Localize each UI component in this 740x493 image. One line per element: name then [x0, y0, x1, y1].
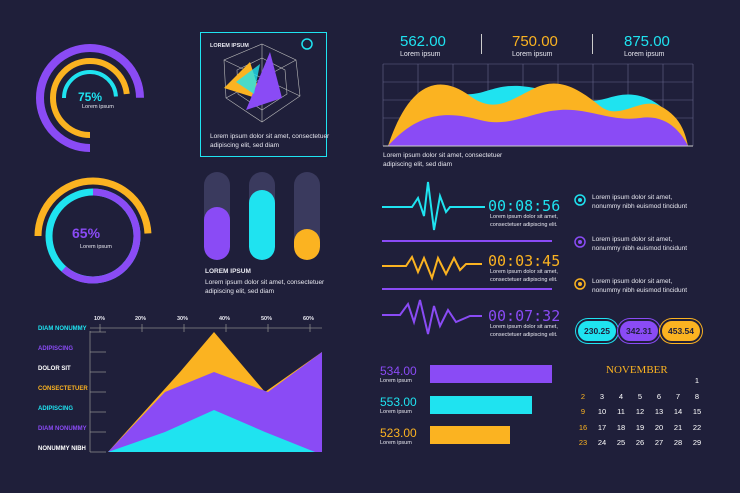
- stat-2-label: Lorem ipsum: [512, 51, 553, 58]
- xtick-6: 60%: [303, 316, 315, 322]
- calendar-day[interactable]: 8: [694, 391, 700, 401]
- note-2-text2: nonummy nibh euismod tincidunt: [592, 245, 688, 252]
- calendar-day[interactable]: 4: [618, 391, 624, 401]
- hbar-3-value: 523.00: [380, 426, 417, 440]
- hbar-3-label: Lorem ipsum: [380, 440, 412, 446]
- calendar-month: NOVEMBER: [606, 364, 668, 376]
- vbars-title: LOREM IPSUM: [205, 268, 251, 275]
- hbar-1-label: Lorem ipsum: [380, 378, 412, 384]
- calendar-day[interactable]: 26: [635, 438, 645, 447]
- calendar-day[interactable]: 24: [597, 438, 607, 447]
- vbars-text2: adipiscing elit, sed diam: [205, 288, 275, 295]
- timer-2: 00:03:45: [488, 252, 561, 270]
- hbar-1: [430, 365, 552, 383]
- radar-text1: Lorem ipsum dolor sit amet, consectetuer: [210, 133, 330, 140]
- xtick-5: 50%: [261, 316, 273, 322]
- hbar-1-value: 534.00: [380, 364, 417, 378]
- hbar-2-value: 553.00: [380, 395, 417, 409]
- calendar-day[interactable]: 18: [616, 422, 626, 432]
- stat-1-value: 562.00: [400, 33, 446, 50]
- ring1-value: 75%: [78, 90, 103, 104]
- calendar-day[interactable]: 16: [578, 422, 588, 432]
- pill-2[interactable]: 342.31: [620, 321, 658, 341]
- ring2-value: 65%: [72, 225, 101, 241]
- calendar-day[interactable]: 22: [692, 422, 702, 432]
- stat-2-value: 750.00: [512, 33, 558, 50]
- pill-1[interactable]: 230.25: [578, 321, 616, 341]
- timer-2-text1: Lorem ipsum dolor sit amet,: [490, 269, 558, 275]
- legend-1: DIAM NONUMMY: [38, 326, 87, 332]
- note-1-text2: nonummy nibh euismod tincidunt: [592, 203, 688, 210]
- legend-4: CONSECTETUER: [38, 386, 88, 392]
- calendar-day[interactable]: 13: [654, 407, 664, 416]
- calendar-day[interactable]: 23: [578, 438, 588, 447]
- calendar-day[interactable]: 3: [599, 391, 605, 401]
- calendar-day[interactable]: 15: [692, 407, 702, 416]
- note-1-text1: Lorem ipsum dolor sit amet,: [592, 194, 673, 201]
- timer-1-text2: consectetuer adipiscing elit.: [490, 222, 558, 228]
- note-3-text2: nonummy nibh euismod tincidunt: [592, 287, 688, 294]
- radar-title: LOREM IPSUM: [210, 43, 249, 49]
- calendar-day[interactable]: 29: [692, 438, 702, 447]
- legend-7: NONUMMY NIBH: [38, 446, 86, 452]
- calendar-day[interactable]: 6: [656, 391, 662, 401]
- legend-3: DOLOR SIT: [38, 366, 71, 372]
- calendar-day[interactable]: 27: [654, 438, 664, 447]
- stat-3-value: 875.00: [624, 33, 670, 50]
- xtick-2: 20%: [135, 316, 147, 322]
- calendar-day[interactable]: 5: [637, 391, 643, 401]
- legend-5: ADIPISCING: [38, 406, 74, 412]
- ring2-sub: Lorem ipsum: [80, 244, 112, 250]
- timer-3-text1: Lorem ipsum dolor sit amet,: [490, 324, 558, 330]
- calendar-day[interactable]: 10: [597, 407, 607, 416]
- wave-caption-1: Lorem ipsum dolor sit amet, consectetuer: [383, 152, 503, 159]
- timer-3-text2: consectetuer adipiscing elit.: [490, 332, 558, 338]
- calendar-day[interactable]: 2: [580, 391, 586, 401]
- calendar-day[interactable]: 12: [635, 407, 645, 416]
- calendar-day[interactable]: 20: [654, 422, 664, 432]
- timer-1-text1: Lorem ipsum dolor sit amet,: [490, 214, 558, 220]
- calendar-day[interactable]: 11: [617, 407, 625, 416]
- ring1-sub: Lorem ipsum: [82, 104, 114, 110]
- note-3-text1: Lorem ipsum dolor sit amet,: [592, 278, 673, 285]
- legend-6: DIAM NONUMMY: [38, 426, 87, 432]
- calendar-day[interactable]: 7: [675, 391, 681, 401]
- legend-2: ADIPISCING: [38, 346, 74, 352]
- timer-3: 00:07:32: [488, 307, 561, 325]
- wave-caption-2: adipiscing elit, sed diam: [383, 161, 453, 168]
- stat-3-label: Lorem ipsum: [624, 51, 665, 58]
- calendar-day[interactable]: 1: [694, 376, 700, 385]
- hbar-3: [430, 426, 510, 444]
- vbars-text1: Lorem ipsum dolor sit amet, consectetuer: [205, 279, 325, 286]
- pill-3[interactable]: 453.54: [662, 321, 700, 341]
- xtick-4: 40%: [219, 316, 231, 322]
- note-2-text1: Lorem ipsum dolor sit amet,: [592, 236, 673, 243]
- calendar-day[interactable]: 19: [635, 422, 645, 432]
- xtick-3: 30%: [177, 316, 189, 322]
- timer-1: 00:08:56: [488, 197, 561, 215]
- timer-2-text2: consectetuer adipiscing elit.: [490, 277, 558, 283]
- hbar-2: [430, 396, 532, 414]
- calendar-day[interactable]: 9: [580, 407, 586, 416]
- xtick-1: 10%: [94, 316, 106, 322]
- calendar-day[interactable]: 21: [673, 422, 683, 432]
- calendar-day[interactable]: 14: [673, 407, 683, 416]
- calendar-day[interactable]: 17: [597, 422, 607, 432]
- hbar-2-label: Lorem ipsum: [380, 409, 412, 415]
- calendar-day[interactable]: 28: [673, 438, 683, 447]
- stat-1-label: Lorem ipsum: [400, 51, 441, 58]
- calendar-day[interactable]: 25: [616, 438, 626, 447]
- radar-text2: adipiscing elit, sed diam: [210, 142, 280, 149]
